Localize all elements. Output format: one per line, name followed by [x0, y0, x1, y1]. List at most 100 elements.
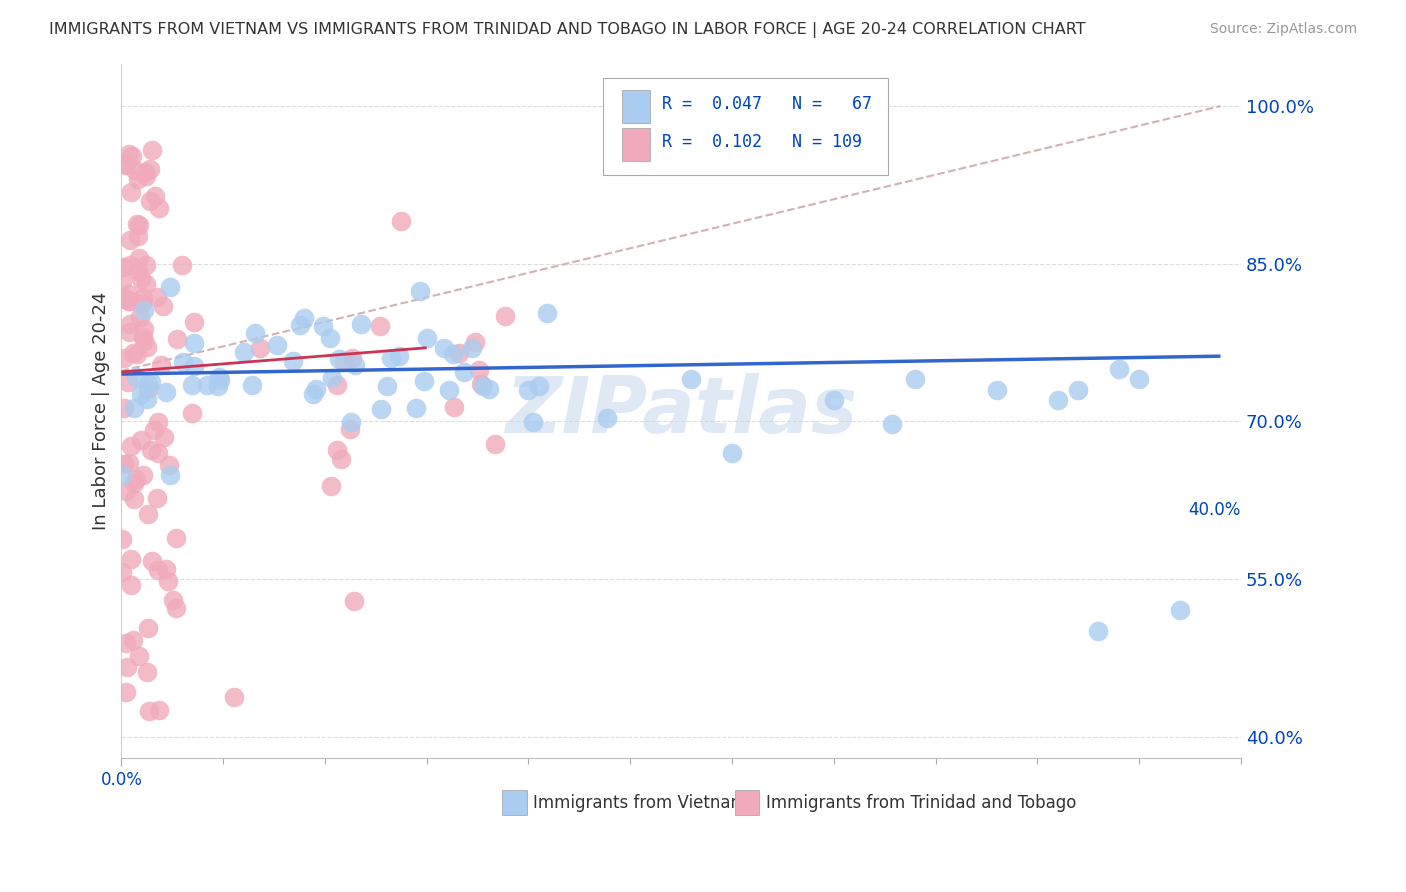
Point: [517, 383, 540, 397]
Point: [165, 600, 187, 615]
Point: [681, 372, 703, 386]
Point: [266, 337, 288, 351]
Point: [136, 665, 159, 679]
Point: [207, 379, 229, 393]
Point: [134, 334, 156, 348]
Point: [370, 402, 392, 417]
Bar: [621, 90, 650, 123]
Point: [118, 293, 141, 308]
Point: [350, 317, 373, 331]
Point: [150, 358, 173, 372]
Point: [1108, 361, 1130, 376]
Point: [118, 293, 141, 308]
Point: [141, 554, 163, 568]
Point: [159, 468, 181, 483]
Point: [281, 354, 304, 368]
Point: [408, 284, 430, 298]
Point: [389, 214, 412, 228]
Point: [375, 379, 398, 393]
Point: [157, 458, 180, 473]
Point: [312, 319, 335, 334]
Point: [132, 322, 155, 336]
Point: [478, 382, 501, 396]
Point: [388, 350, 411, 364]
Point: [416, 331, 439, 345]
Point: [449, 345, 471, 359]
Text: Immigrants from Vietnam: Immigrants from Vietnam: [533, 794, 747, 812]
Point: [986, 383, 1008, 397]
Point: [207, 370, 229, 384]
Point: [494, 309, 516, 323]
Point: [155, 385, 177, 400]
Point: [121, 149, 143, 163]
Point: [122, 633, 145, 648]
Point: [120, 552, 142, 566]
Point: [329, 452, 352, 467]
Point: [120, 259, 142, 273]
Point: [141, 375, 163, 389]
Point: [122, 491, 145, 506]
Point: [882, 417, 904, 432]
Point: [405, 401, 427, 416]
Point: [180, 377, 202, 392]
Point: [118, 287, 141, 301]
Point: [114, 158, 136, 172]
Point: [124, 401, 146, 415]
Point: [148, 416, 170, 430]
Point: [721, 446, 744, 460]
Point: [120, 439, 142, 453]
Point: [484, 437, 506, 451]
Point: [136, 382, 159, 396]
Point: [118, 147, 141, 161]
Point: [536, 306, 558, 320]
Point: [111, 274, 134, 288]
Point: [135, 341, 157, 355]
Point: [522, 415, 544, 429]
FancyBboxPatch shape: [603, 78, 889, 175]
Point: [117, 456, 139, 470]
Point: [125, 472, 148, 486]
Point: [159, 280, 181, 294]
Point: [146, 446, 169, 460]
Point: [118, 318, 141, 332]
Point: [370, 318, 392, 333]
Bar: [621, 128, 650, 161]
Point: [464, 334, 486, 349]
Point: [111, 291, 134, 305]
Point: [135, 258, 157, 272]
Point: [183, 359, 205, 374]
Point: [1087, 624, 1109, 639]
Point: [138, 704, 160, 718]
Point: [141, 143, 163, 157]
Point: [131, 433, 153, 447]
Point: [209, 373, 232, 387]
Point: [328, 352, 350, 367]
Point: [115, 685, 138, 699]
Point: [242, 377, 264, 392]
Point: [222, 690, 245, 704]
Point: [132, 303, 155, 318]
Point: [162, 593, 184, 607]
Point: [195, 378, 218, 392]
Point: [166, 333, 188, 347]
Point: [380, 351, 402, 365]
Point: [128, 251, 150, 265]
Point: [472, 378, 495, 392]
Point: [468, 363, 491, 377]
Point: [128, 648, 150, 663]
Point: [115, 292, 138, 306]
Point: [146, 290, 169, 304]
Text: R =  0.047   N =   67: R = 0.047 N = 67: [662, 95, 872, 113]
Point: [134, 277, 156, 292]
Point: [146, 491, 169, 505]
Point: [142, 423, 165, 437]
Point: [325, 377, 347, 392]
Point: [596, 410, 619, 425]
Point: [127, 217, 149, 231]
Point: [321, 479, 343, 493]
Point: [136, 377, 159, 392]
Point: [294, 311, 316, 326]
Point: [124, 163, 146, 178]
Point: [139, 194, 162, 208]
Point: [128, 310, 150, 324]
